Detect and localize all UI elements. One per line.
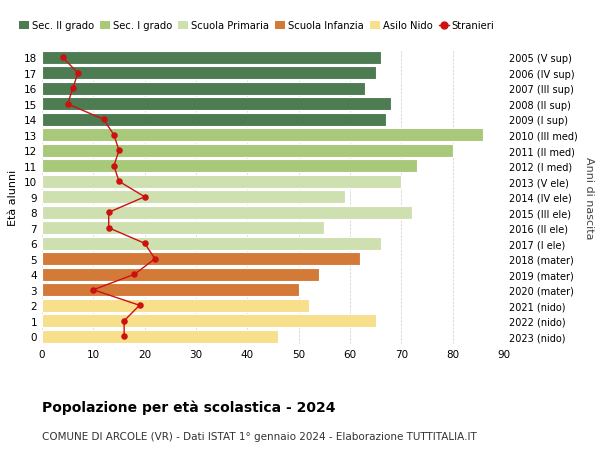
Bar (42, 299, 309, 312)
Point (109, 132, 119, 139)
Text: COMUNE DI ARCOLE (VR) - Dati ISTAT 1° gennaio 2024 - Elaborazione TUTTITALIA.IT: COMUNE DI ARCOLE (VR) - Dati ISTAT 1° ge… (42, 431, 477, 442)
Point (140, 194, 149, 201)
Point (99, 117, 109, 124)
Point (68, 85, 77, 93)
Point (63, 101, 73, 108)
Bar (42, 252, 360, 266)
Point (109, 163, 119, 170)
Point (58, 55, 67, 62)
Point (114, 147, 124, 155)
Bar (42, 160, 417, 173)
Point (89, 286, 98, 294)
Bar (42, 314, 376, 328)
Bar (42, 237, 381, 250)
Bar (42, 129, 484, 142)
Point (130, 271, 139, 278)
Bar (42, 145, 452, 157)
Bar (42, 191, 345, 204)
Point (119, 333, 129, 340)
Y-axis label: Anni di nascita: Anni di nascita (584, 156, 594, 239)
Bar (42, 98, 391, 111)
Bar (42, 268, 319, 281)
Bar (42, 83, 365, 96)
Point (73, 70, 83, 78)
Point (104, 224, 113, 232)
Point (140, 240, 149, 247)
Point (135, 302, 145, 309)
Bar (42, 113, 386, 127)
Bar (42, 206, 412, 219)
Point (150, 256, 160, 263)
Bar (42, 175, 401, 189)
Bar (42, 222, 325, 235)
Y-axis label: Età alunni: Età alunni (8, 169, 19, 225)
Text: Popolazione per età scolastica - 2024: Popolazione per età scolastica - 2024 (42, 399, 335, 414)
Point (114, 178, 124, 185)
Bar (42, 330, 278, 343)
Legend: Sec. II grado, Sec. I grado, Scuola Primaria, Scuola Infanzia, Asilo Nido, Stran: Sec. II grado, Sec. I grado, Scuola Prim… (14, 17, 498, 35)
Bar (42, 284, 299, 297)
Point (104, 209, 113, 217)
Point (119, 317, 129, 325)
Bar (42, 52, 381, 65)
Bar (42, 67, 376, 80)
